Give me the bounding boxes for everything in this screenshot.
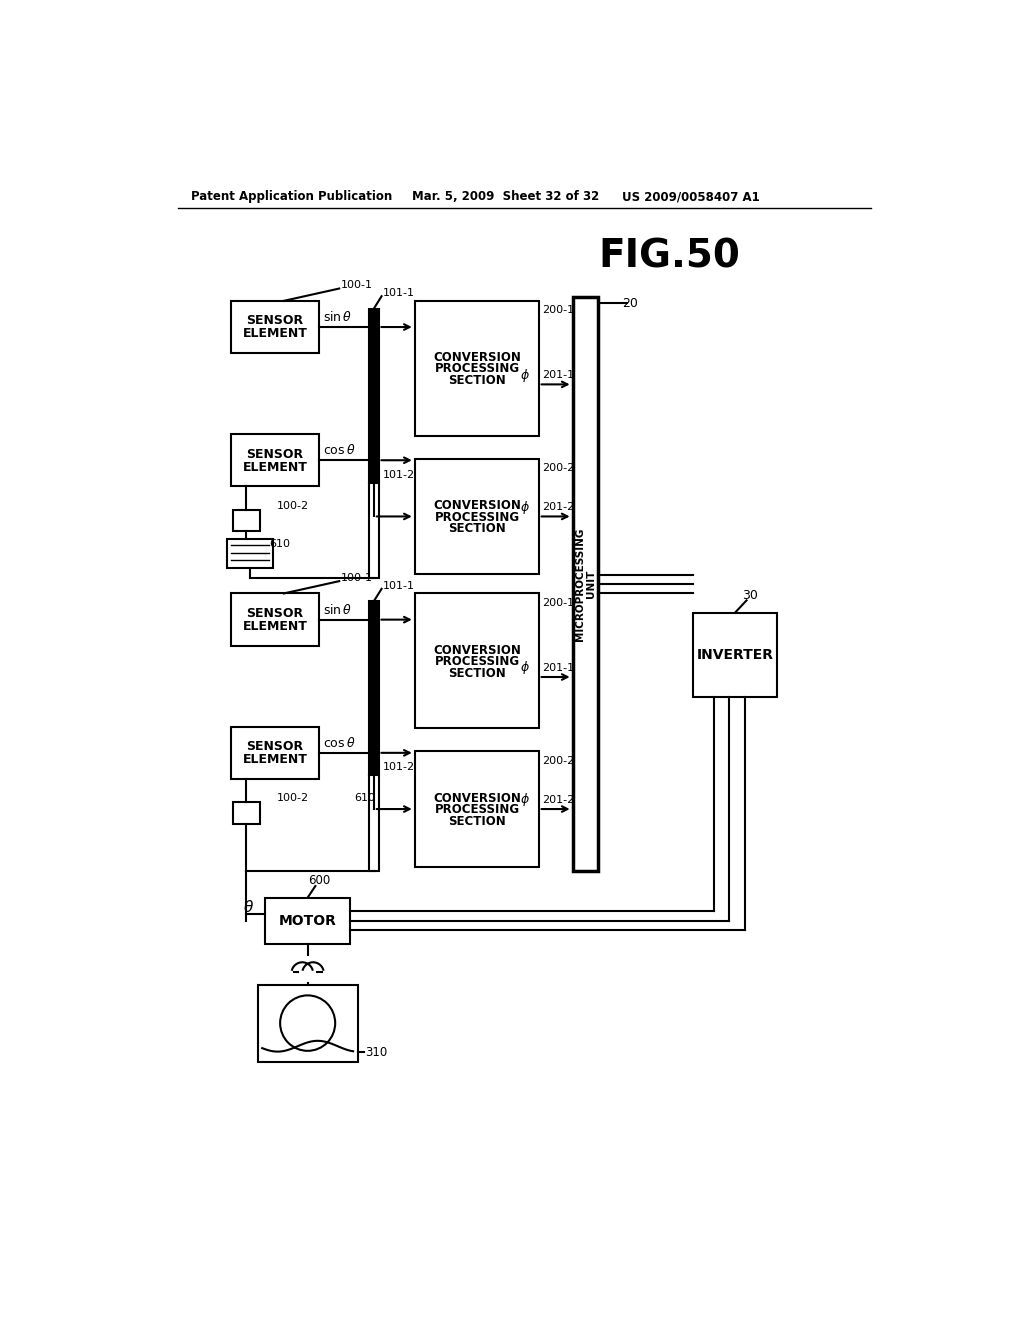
Text: PROCESSING: PROCESSING [434, 655, 519, 668]
Text: $\cos\theta$: $\cos\theta$ [323, 444, 355, 457]
Bar [370, 309, 379, 483]
Text: SECTION: SECTION [449, 667, 506, 680]
Text: CONVERSION: CONVERSION [433, 792, 521, 805]
Bar [370, 775, 379, 871]
Text: 101-1: 101-1 [383, 288, 415, 298]
Bar [233, 803, 260, 824]
Text: $\phi$: $\phi$ [520, 499, 529, 516]
Text: INVERTER: INVERTER [696, 648, 773, 663]
Text: 101-2: 101-2 [383, 763, 416, 772]
Text: 201-1: 201-1 [543, 663, 574, 673]
Text: PROCESSING: PROCESSING [434, 804, 519, 816]
Text: PROCESSING: PROCESSING [434, 363, 519, 375]
Bar [370, 483, 379, 578]
Text: 20: 20 [623, 297, 638, 310]
Text: ELEMENT: ELEMENT [243, 327, 307, 341]
Text: 100-2: 100-2 [276, 793, 309, 804]
Text: FIG.50: FIG.50 [599, 238, 740, 276]
Text: SENSOR: SENSOR [247, 447, 303, 461]
Bar [416, 301, 539, 436]
Text: $\sin\theta$: $\sin\theta$ [323, 310, 352, 323]
Text: SECTION: SECTION [449, 814, 506, 828]
Text: 200-1: 200-1 [543, 598, 574, 607]
Bar [230, 434, 319, 487]
Text: $\phi$: $\phi$ [520, 367, 529, 384]
Text: SENSOR: SENSOR [247, 314, 303, 327]
Text: $\sin\theta$: $\sin\theta$ [323, 603, 352, 616]
Text: 30: 30 [742, 589, 759, 602]
Text: 200-2: 200-2 [543, 463, 574, 473]
Bar [416, 459, 539, 574]
Text: 201-2: 201-2 [543, 795, 574, 805]
Bar [230, 301, 319, 354]
Text: Patent Application Publication: Patent Application Publication [190, 190, 392, 203]
Text: ELEMENT: ELEMENT [243, 620, 307, 634]
Text: SECTION: SECTION [449, 374, 506, 387]
Text: CONVERSION: CONVERSION [433, 644, 521, 656]
Text: MICROPROCESSING
UNIT: MICROPROCESSING UNIT [574, 527, 596, 640]
Bar [230, 594, 319, 645]
Bar [370, 601, 379, 775]
Text: CONVERSION: CONVERSION [433, 499, 521, 512]
Text: $\phi$: $\phi$ [520, 791, 529, 808]
Text: Mar. 5, 2009  Sheet 32 of 32: Mar. 5, 2009 Sheet 32 of 32 [412, 190, 599, 203]
Bar [573, 297, 598, 871]
Text: 100-2: 100-2 [276, 500, 309, 511]
Text: 600: 600 [308, 874, 331, 887]
Bar [230, 726, 319, 779]
Text: 610: 610 [354, 793, 375, 804]
Text: 100-1: 100-1 [341, 280, 373, 290]
Text: SENSOR: SENSOR [247, 741, 303, 754]
Bar [265, 898, 350, 944]
Ellipse shape [281, 995, 335, 1051]
Text: 101-1: 101-1 [383, 581, 415, 591]
Text: CONVERSION: CONVERSION [433, 351, 521, 364]
Text: 610: 610 [269, 539, 290, 549]
Text: MOTOR: MOTOR [279, 913, 337, 928]
Text: SENSOR: SENSOR [247, 607, 303, 620]
Text: 101-2: 101-2 [383, 470, 416, 480]
Text: 200-1: 200-1 [543, 305, 574, 315]
Text: PROCESSING: PROCESSING [434, 511, 519, 524]
Bar [233, 510, 260, 531]
Text: 200-2: 200-2 [543, 755, 574, 766]
Bar [416, 594, 539, 729]
Text: ELEMENT: ELEMENT [243, 754, 307, 767]
Bar [226, 539, 273, 568]
Text: US 2009/0058407 A1: US 2009/0058407 A1 [622, 190, 760, 203]
Text: 100-1: 100-1 [341, 573, 373, 583]
Text: 201-1: 201-1 [543, 370, 574, 380]
Bar [692, 612, 777, 697]
Bar [258, 985, 357, 1061]
Text: $\phi$: $\phi$ [520, 659, 529, 676]
Text: ELEMENT: ELEMENT [243, 461, 307, 474]
Text: $\theta$: $\theta$ [243, 899, 254, 915]
Text: 310: 310 [366, 1045, 388, 1059]
Text: $\cos\theta$: $\cos\theta$ [323, 735, 355, 750]
Text: 201-2: 201-2 [543, 502, 574, 512]
Bar [416, 751, 539, 867]
Text: SECTION: SECTION [449, 523, 506, 536]
